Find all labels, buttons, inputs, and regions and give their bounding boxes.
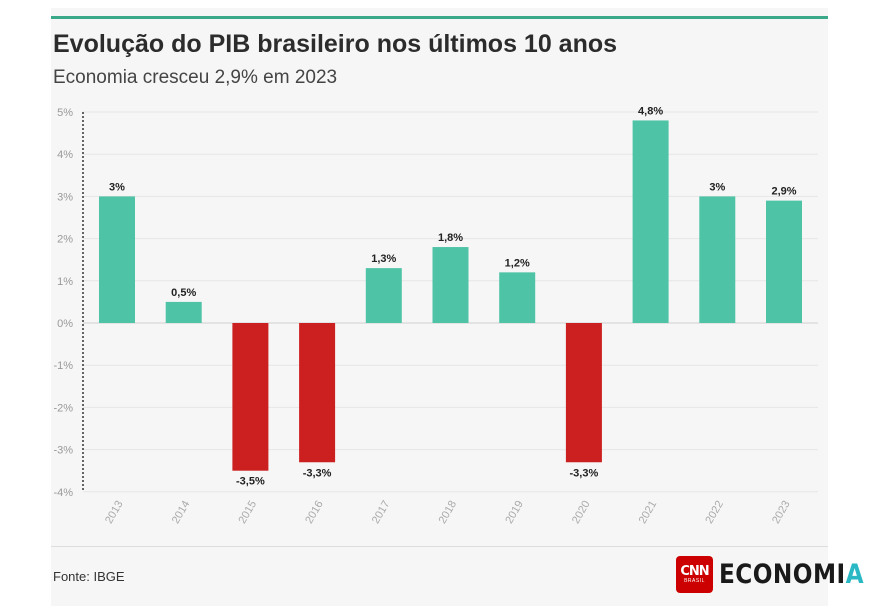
y-tick-label: -1% xyxy=(53,360,73,372)
wordmark-main: ECONOMI xyxy=(719,559,846,590)
bar-chart: 5% 4% 3% 2% 1% 0% -1% -2% -3% -4% 3% 2013 0,5% 2014 -3… xyxy=(53,105,818,526)
y-tick-label: 2% xyxy=(57,234,73,246)
y-tick-label: 0% xyxy=(57,318,73,330)
x-tick-label: 2014 xyxy=(170,499,193,526)
cnn-brasil-logo: CNN BRASIL xyxy=(676,556,713,593)
bar xyxy=(432,247,469,323)
chart-subtitle: Economia cresceu 2,9% em 2023 xyxy=(53,67,338,88)
data-label: 1,8% xyxy=(438,232,463,244)
y-tick-label: 1% xyxy=(57,276,73,288)
wordmark-accent: A xyxy=(845,559,864,590)
x-tick-label: 2022 xyxy=(703,499,726,526)
data-label: 1,2% xyxy=(505,257,530,269)
x-tick-label: 2017 xyxy=(370,499,393,526)
x-tick-label: 2016 xyxy=(303,499,326,526)
x-tick-label: 2013 xyxy=(103,499,126,526)
data-label: 2,9% xyxy=(771,186,796,198)
x-tick-label: 2023 xyxy=(770,499,793,526)
data-label: -3,3% xyxy=(303,467,332,479)
chart-card: Evolução do PIB brasileiro nos últimos 1… xyxy=(51,8,864,606)
bar xyxy=(99,196,135,323)
bar xyxy=(299,323,336,463)
chart-title: Evolução do PIB brasileiro nos últimos 1… xyxy=(53,30,618,58)
y-tick-label: 4% xyxy=(57,149,73,161)
bar xyxy=(766,200,802,323)
bar xyxy=(499,272,536,323)
data-label: 3% xyxy=(709,181,725,193)
x-tick-label: 2021 xyxy=(637,499,660,526)
bar xyxy=(232,323,269,471)
bar xyxy=(365,268,402,323)
y-tick-label: -4% xyxy=(53,487,73,499)
y-tick-label: 3% xyxy=(57,191,73,203)
bar xyxy=(632,120,669,323)
data-label: 1,3% xyxy=(371,253,396,265)
bar xyxy=(565,323,602,463)
x-tick-label: 2020 xyxy=(570,499,593,526)
data-label: 0,5% xyxy=(171,287,196,299)
bar xyxy=(165,301,202,323)
top-accent-line xyxy=(51,16,828,19)
bar xyxy=(699,196,736,323)
footer-divider xyxy=(51,546,828,547)
y-tick-label: 5% xyxy=(57,107,73,119)
data-label: 4,8% xyxy=(638,105,663,117)
x-tick-label: 2018 xyxy=(437,499,460,526)
data-label: -3,5% xyxy=(236,476,265,488)
y-tick-label: -2% xyxy=(53,402,73,414)
source-note: Fonte: IBGE xyxy=(53,569,125,584)
x-tick-label: 2015 xyxy=(236,499,259,526)
data-label: -3,3% xyxy=(570,467,599,479)
x-tick-label: 2019 xyxy=(503,499,526,526)
logo-badge-text: CNN xyxy=(680,564,709,579)
y-tick-label: -3% xyxy=(53,445,73,457)
data-label: 3% xyxy=(109,181,125,193)
logo-badge-subtext: BRASIL xyxy=(684,578,705,584)
economia-wordmark: ECONOMIA xyxy=(719,559,864,590)
